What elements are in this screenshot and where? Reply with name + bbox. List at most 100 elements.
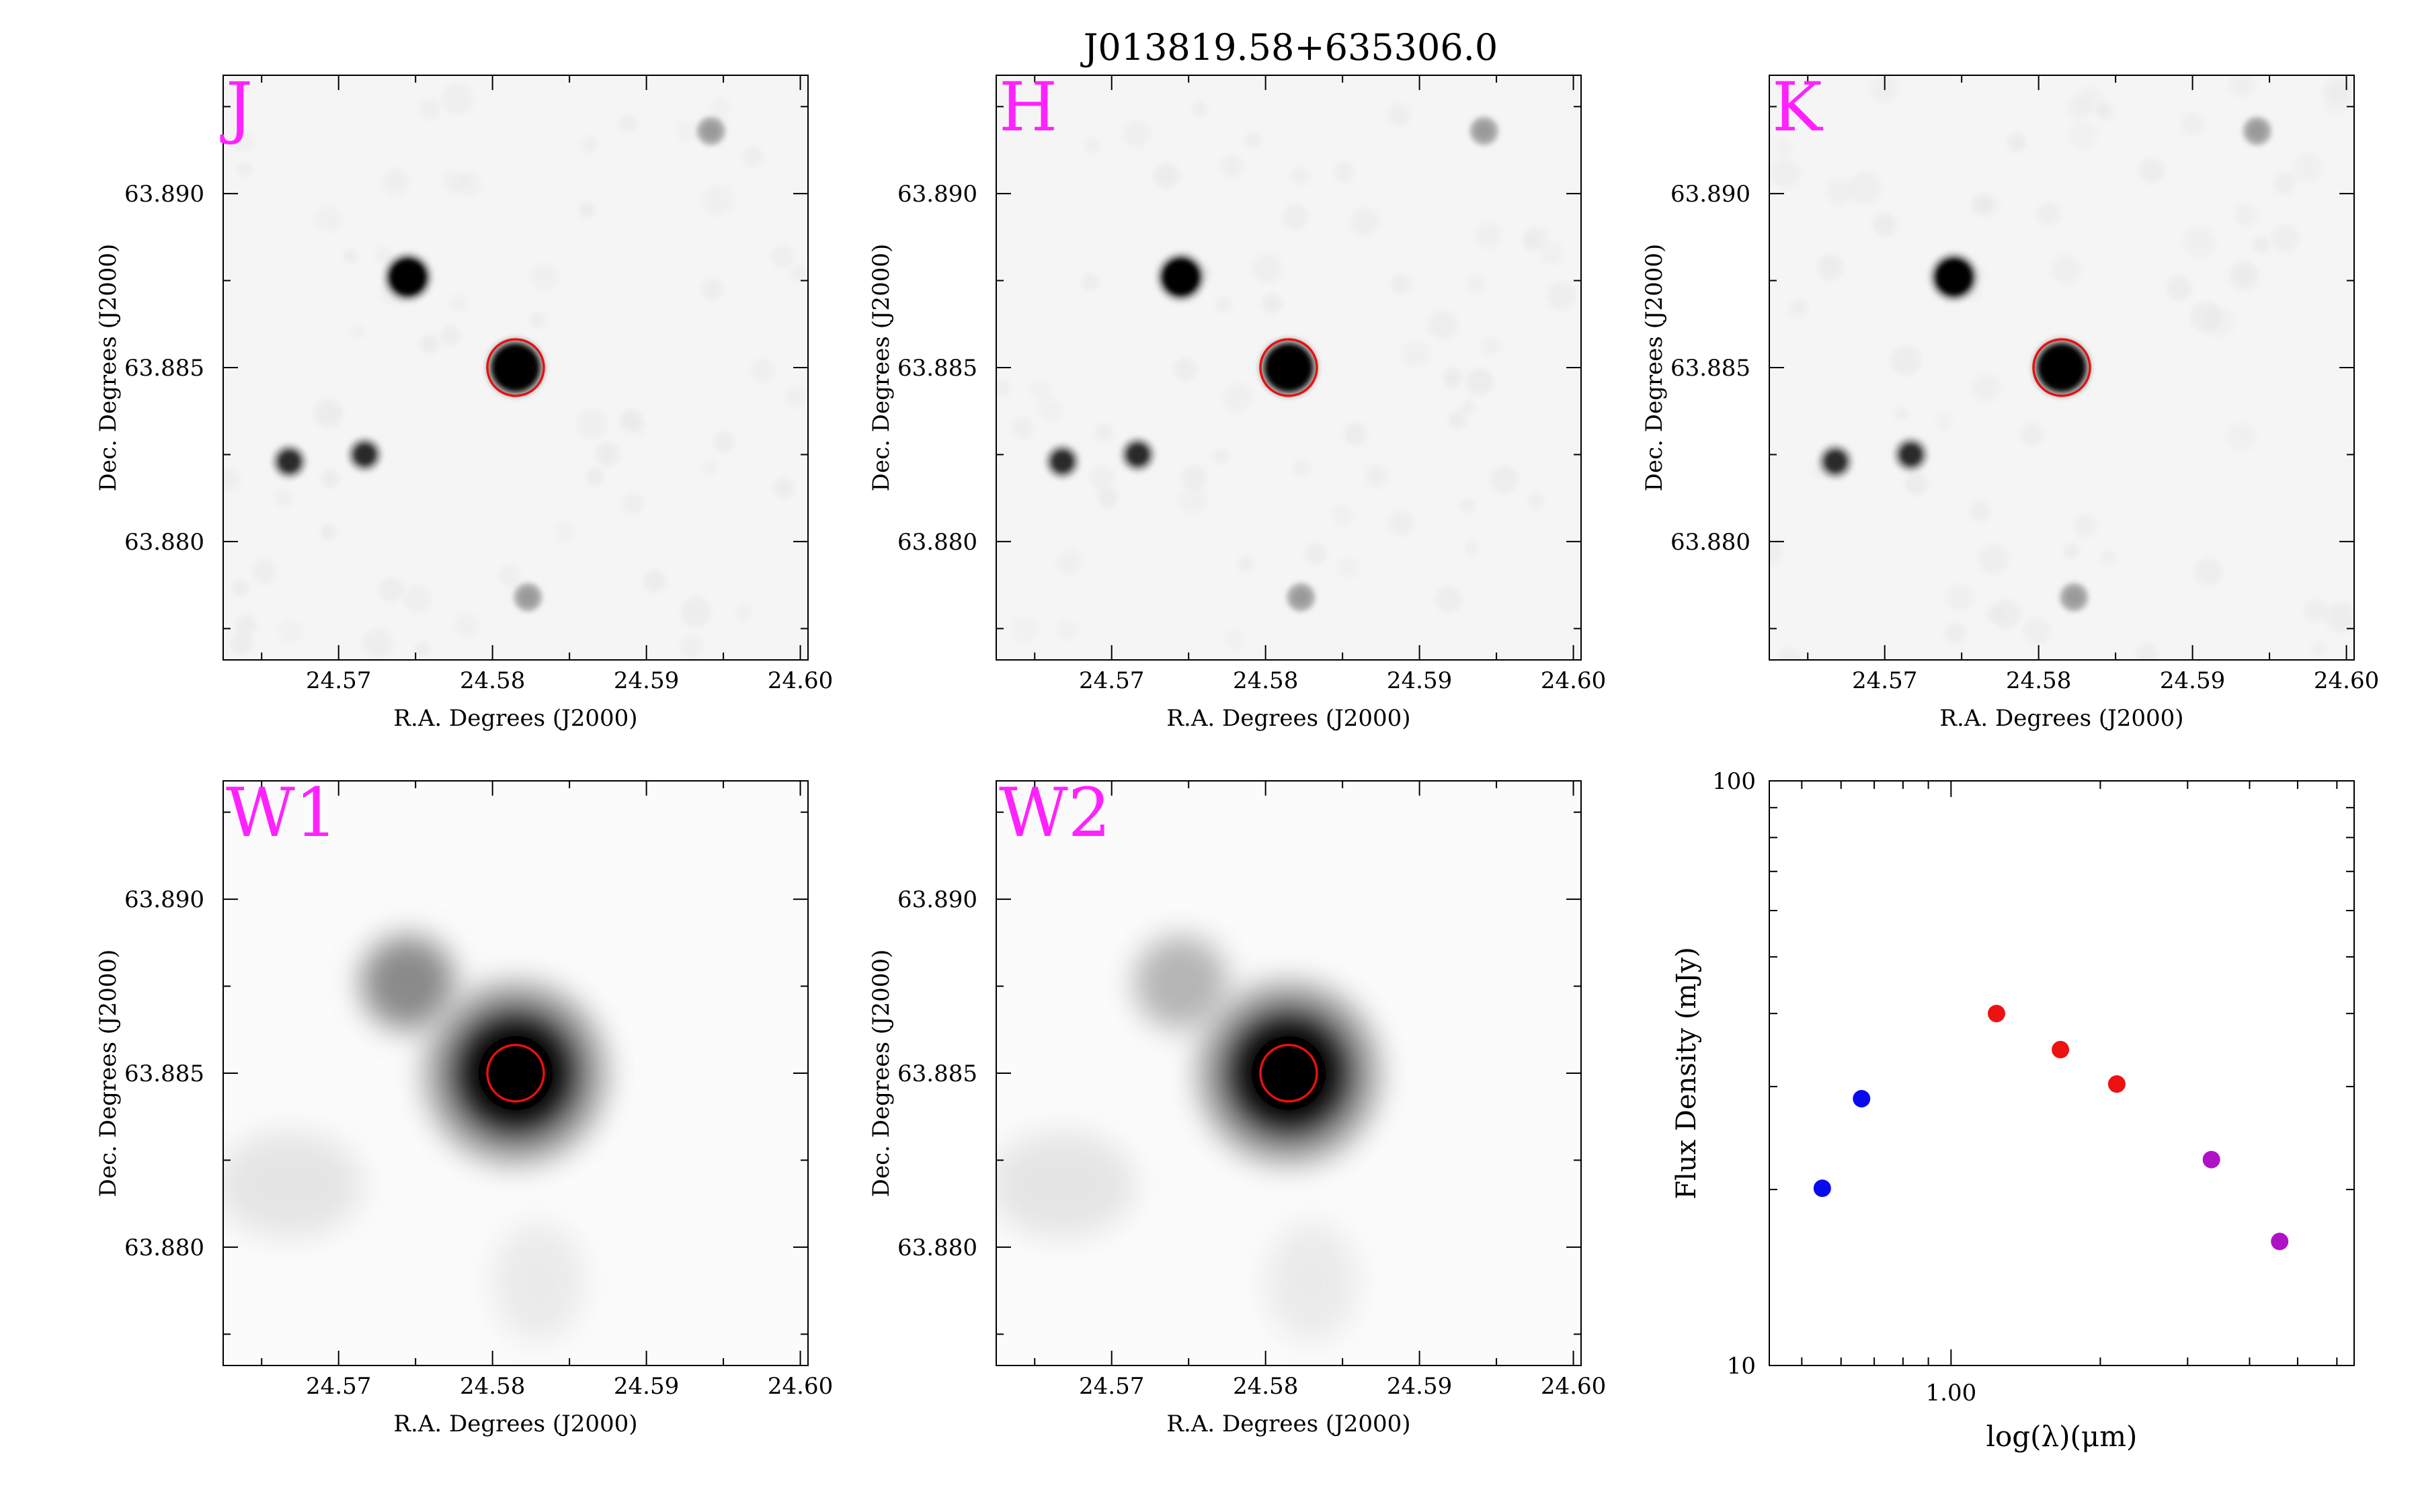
noise-speckle <box>321 469 339 488</box>
noise-speckle <box>1490 465 1519 493</box>
sed-chart: 1.00 10 100 log(λ)(μm) Flux Density (mJy) <box>1671 768 2355 1453</box>
noise-speckle <box>1986 605 2004 624</box>
noise-speckle <box>577 409 608 439</box>
target-circle <box>1259 338 1318 397</box>
noise-speckle <box>791 265 807 282</box>
x-tick-label: 24.57 <box>1852 667 1917 694</box>
noise-speckle <box>320 523 337 540</box>
noise-speckle <box>773 477 795 499</box>
y-axis-label: Dec. Degrees (J2000) <box>868 950 895 1198</box>
image-content <box>996 101 1576 650</box>
noise-speckle <box>2227 423 2256 452</box>
noise-speckle <box>1528 493 1544 509</box>
x-axis-label: R.A. Degrees (J2000) <box>393 705 637 732</box>
x-tick-label: 24.57 <box>1079 1373 1144 1400</box>
noise-speckle <box>1435 587 1461 613</box>
data-point <box>1987 1005 2005 1023</box>
band-label: K <box>1772 68 1824 146</box>
noise-speckle <box>2181 112 2204 136</box>
noise-speckle <box>1012 417 1034 439</box>
noise-speckle <box>1333 161 1355 183</box>
noise-speckle <box>785 386 807 408</box>
image-content <box>996 935 1379 1343</box>
noise-speckle <box>1223 383 1252 413</box>
noise-speckle <box>555 520 576 542</box>
noise-speckle <box>1220 154 1244 178</box>
y-tick-label: 63.890 <box>897 181 977 208</box>
noise-speckle <box>2273 172 2296 195</box>
noise-speckle <box>1904 472 1928 495</box>
x-tick-label: 24.58 <box>460 667 525 694</box>
noise-speckle <box>701 278 723 300</box>
noise-speckle <box>1252 253 1283 283</box>
image-content <box>223 935 606 1343</box>
noise-speckle <box>1293 460 1311 478</box>
noise-speckle <box>1461 400 1476 415</box>
band-label: J <box>220 68 253 146</box>
x-tick-label: 24.59 <box>1387 667 1452 694</box>
noise-speckle <box>1178 485 1208 515</box>
source <box>353 443 376 466</box>
y-tick-label: 63.885 <box>897 1060 977 1087</box>
data-point <box>2107 1075 2126 1093</box>
data-point <box>2271 1232 2289 1251</box>
noise-speckle <box>2194 558 2223 586</box>
x-tick-label: 24.57 <box>306 1373 371 1400</box>
sed-frame <box>1769 780 2355 1366</box>
noise-speckle <box>1481 337 1501 356</box>
noise-speckle <box>1849 171 1882 204</box>
noise-speckle <box>1098 488 1118 508</box>
noise-speckle <box>382 168 409 195</box>
noise-speckle <box>2068 120 2098 151</box>
noise-speckle <box>378 577 405 603</box>
y-tick-label: 63.885 <box>124 355 204 382</box>
noise-speckle <box>1935 413 1953 431</box>
band-label: W2 <box>999 773 1111 852</box>
noise-speckle <box>441 82 474 115</box>
y-axis-label: Dec. Degrees (J2000) <box>1641 244 1668 492</box>
y-tick-label: 63.880 <box>124 529 204 556</box>
noise-speckle <box>2229 75 2256 97</box>
noise-speckle <box>2234 204 2258 227</box>
y-tick-label: 100 <box>1712 768 1756 795</box>
y-tick-label: 63.885 <box>124 1060 204 1087</box>
noise-speckle <box>350 325 364 339</box>
figure-title: J013819.58+635306.0 <box>1083 26 1498 69</box>
source <box>491 343 540 392</box>
noise-speckle <box>1443 368 1463 388</box>
source <box>389 258 427 296</box>
noise-speckle <box>1794 299 1808 313</box>
panel-h: 24.57 24.58 24.59 24.60 63.890 63.885 63.880 R.… <box>868 68 1606 732</box>
noise-speckle <box>278 619 302 644</box>
image-content <box>1769 75 2354 660</box>
noise-speckle <box>414 642 430 657</box>
noise-speckle <box>1081 273 1100 291</box>
noise-speckle <box>1011 616 1038 642</box>
noise-speckle <box>1401 339 1430 369</box>
noise-speckle <box>1122 120 1151 149</box>
noise-speckle <box>1282 204 1309 230</box>
noise-speckle <box>1213 449 1228 464</box>
target-circle <box>2032 338 2091 397</box>
noise-speckle <box>1192 101 1208 117</box>
noise-speckle <box>234 78 251 94</box>
x-tick-label: 24.59 <box>2160 667 2225 694</box>
noise-speckle <box>1541 242 1564 265</box>
noise-speckle <box>2078 85 2105 114</box>
x-axis-label: R.A. Degrees (J2000) <box>393 1411 637 1437</box>
noise-speckle <box>233 130 255 153</box>
y-tick-label: 63.890 <box>897 886 977 913</box>
noise-speckle <box>1459 498 1475 513</box>
y-tick-label: 63.885 <box>1670 355 1750 382</box>
noise-speckle <box>2036 202 2060 226</box>
x-axis-label: R.A. Degrees (J2000) <box>1939 705 2183 732</box>
x-axis-label: R.A. Degrees (J2000) <box>1166 1411 1410 1437</box>
data-point <box>2202 1150 2220 1169</box>
noise-speckle <box>595 441 620 467</box>
noise-speckle <box>643 569 666 593</box>
noise-speckle <box>702 184 734 217</box>
noise-speckle <box>1465 368 1494 396</box>
noise-speckle <box>223 468 240 491</box>
panel-k: 24.57 24.58 24.59 24.60 63.890 63.885 63.880 R.… <box>1641 68 2379 732</box>
